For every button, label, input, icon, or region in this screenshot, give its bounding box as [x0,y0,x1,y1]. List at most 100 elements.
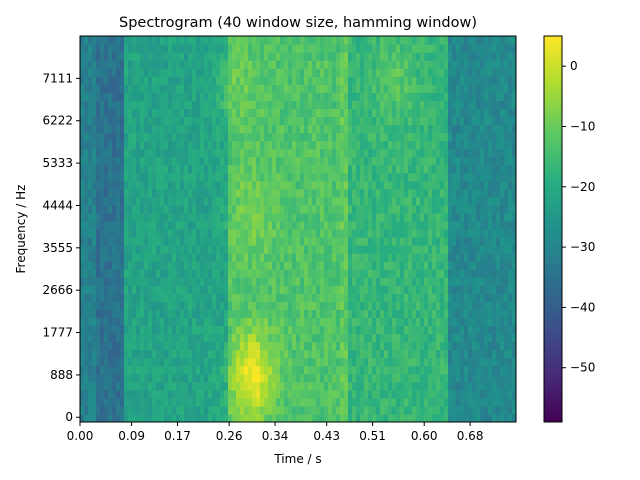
heatmap-cell [456,116,461,126]
heatmap-cell [288,357,293,367]
heatmap-cell [440,333,445,343]
heatmap-cell [280,76,285,85]
heatmap-cell [440,44,445,53]
heatmap-cell [116,333,121,343]
heatmap-cell [404,341,409,351]
heatmap-cell [348,92,353,101]
heatmap-cell [324,156,329,166]
heatmap-cell [108,44,113,53]
heatmap-cell [268,84,273,93]
heatmap-cell [368,44,373,53]
heatmap-cell [236,36,241,45]
heatmap-cell [252,196,257,206]
heatmap-cell [320,132,325,142]
heatmap-cell [472,277,477,286]
heatmap-cell [280,229,285,238]
heatmap-cell [472,60,477,69]
heatmap-cell [336,237,341,246]
heatmap-cell [352,164,357,174]
heatmap-cell [388,196,393,206]
heatmap-cell [340,397,345,407]
heatmap-cell [212,373,217,383]
heatmap-cell [144,309,149,319]
heatmap-cell [132,253,137,262]
heatmap-cell [240,341,245,351]
heatmap-cell [356,405,361,415]
heatmap-cell [188,84,193,93]
heatmap-cell [160,357,165,367]
heatmap-cell [452,341,457,351]
heatmap-cell [456,309,461,319]
heatmap-cell [224,116,229,126]
heatmap-cell [260,140,265,150]
heatmap-cell [140,237,145,246]
heatmap-cell [388,413,393,422]
heatmap-cell [92,349,97,359]
heatmap-cell [296,84,301,93]
heatmap-cell [120,172,125,182]
heatmap-cell [124,108,129,118]
heatmap-cell [84,84,89,93]
heatmap-cell [184,172,189,182]
heatmap-cell [332,389,337,399]
heatmap-cell [428,373,433,383]
heatmap-cell [340,317,345,327]
heatmap-cell [200,156,205,166]
heatmap-cell [196,140,201,150]
heatmap-cell [124,220,129,230]
heatmap-cell [384,44,389,53]
heatmap-cell [132,397,137,407]
heatmap-cell [112,108,117,118]
heatmap-cell [196,237,201,246]
heatmap-cell [348,237,353,246]
heatmap-cell [472,68,477,77]
heatmap-cell [268,108,273,118]
heatmap-cell [488,413,493,422]
heatmap-cell [316,84,321,93]
heatmap-cell [168,164,173,174]
heatmap-cell [332,124,337,134]
heatmap-cell [444,204,449,214]
heatmap-cell [96,333,101,343]
heatmap-cell [352,277,357,286]
heatmap-cell [412,261,417,270]
heatmap-cell [212,164,217,174]
heatmap-cell [176,389,181,399]
heatmap-cell [136,196,141,206]
heatmap-cell [168,381,173,391]
heatmap-cell [112,365,117,375]
heatmap-cell [152,333,157,343]
heatmap-cell [128,341,133,351]
heatmap-cell [244,100,249,109]
heatmap-cell [232,285,237,294]
heatmap-cell [204,124,209,134]
heatmap-cell [288,44,293,53]
heatmap-cell [116,124,121,134]
heatmap-cell [460,100,465,109]
heatmap-cell [476,92,481,101]
heatmap-cell [440,60,445,69]
heatmap-cell [424,172,429,182]
heatmap-cell [128,36,133,45]
heatmap-cell [284,365,289,375]
heatmap-cell [396,132,401,142]
heatmap-cell [340,285,345,294]
heatmap-cell [468,92,473,101]
heatmap-cell [320,253,325,262]
heatmap-cell [148,116,153,126]
heatmap-cell [220,301,225,311]
heatmap-cell [348,405,353,415]
heatmap-cell [448,156,453,166]
heatmap-cell [400,196,405,206]
heatmap-cell [196,164,201,174]
heatmap-cell [292,333,297,343]
heatmap-cell [328,237,333,246]
heatmap-cell [184,220,189,230]
heatmap-cell [100,180,105,190]
heatmap-cell [388,156,393,166]
heatmap-cell [300,188,305,198]
heatmap-cell [108,357,113,367]
heatmap-cell [460,148,465,158]
heatmap-cell [372,365,377,375]
heatmap-cell [340,52,345,61]
